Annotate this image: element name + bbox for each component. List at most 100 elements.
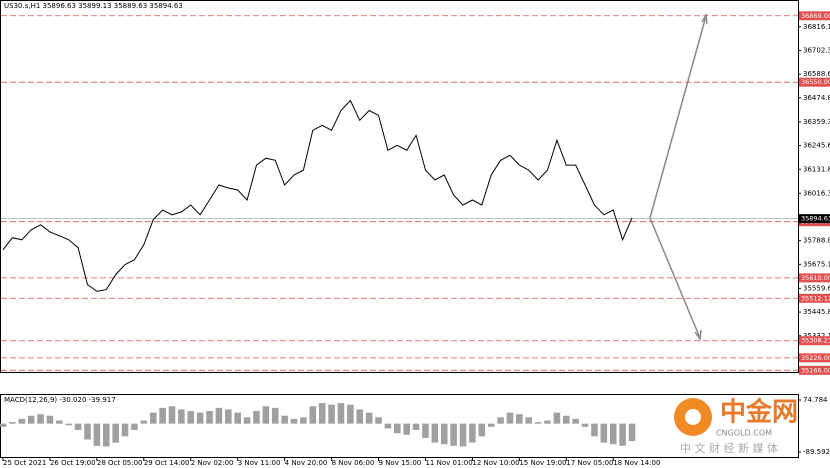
level-label-box — [799, 293, 830, 303]
x-tick-label: 9 Nov 15:00 — [379, 459, 422, 467]
macd-bar — [450, 423, 457, 446]
x-tick-label: 25 Oct 2021 — [3, 459, 46, 467]
macd-bar — [102, 423, 110, 447]
macd-bar — [168, 406, 176, 424]
macd-bar — [506, 412, 514, 424]
x-tick-label: 2 Nov 02:00 — [191, 459, 234, 467]
macd-bar — [159, 407, 166, 424]
macd-bar — [572, 418, 579, 424]
watermark-site: CNGOLD.COM — [716, 429, 772, 438]
y-tick-label: 74.784 — [803, 396, 828, 404]
macd-bar — [206, 411, 213, 424]
macd-bar — [412, 423, 420, 430]
y-tick-label: -89.592 — [803, 448, 830, 456]
y-tick-label: 35675.10 — [803, 260, 830, 268]
level-label: 36550.00 — [801, 78, 830, 86]
macd-bar — [290, 418, 298, 424]
macd-bar — [591, 423, 598, 437]
y-tick-label: 36359.35 — [803, 118, 830, 126]
chart-title: US30.s,H1 35896.63 35899.13 35889.63 358… — [4, 2, 183, 10]
y-tick-label: 36702.35 — [803, 46, 830, 54]
level-label: 35166.00 — [801, 366, 830, 374]
y-tick-label: 36245.60 — [803, 142, 830, 150]
macd-bar — [271, 407, 279, 424]
watermark-tagline: 中 文 财 经 新 媒 体 — [680, 441, 778, 455]
level-label-box — [799, 11, 830, 21]
macd-bar — [356, 409, 364, 424]
macd-bar — [609, 423, 617, 445]
macd-bar — [365, 412, 373, 424]
x-tick-label: 17 Nov 05:00 — [566, 459, 613, 467]
macd-bar — [27, 415, 35, 424]
macd-bar — [37, 414, 44, 424]
macd-bar — [131, 423, 138, 430]
macd-bar — [497, 417, 504, 424]
macd-bar — [375, 417, 382, 424]
macd-bar — [46, 415, 54, 424]
price-line — [2, 99, 633, 292]
y-tick-label: 36016.35 — [803, 189, 830, 197]
macd-bar — [562, 415, 570, 424]
macd-bar — [422, 423, 429, 438]
current-price-label: 35894.63 — [801, 215, 830, 223]
watermark-logo-center — [685, 409, 701, 425]
macd-bar — [487, 423, 495, 427]
y-tick-label: 36474.85 — [803, 94, 830, 102]
y-tick-label: 35445.85 — [803, 308, 830, 316]
macd-bar — [0, 423, 7, 427]
macd-bar — [544, 420, 551, 424]
y-tick-label: 36131.85 — [803, 165, 830, 173]
level-label-box — [799, 336, 830, 346]
macd-bar — [394, 423, 401, 434]
macd-bar — [196, 412, 204, 424]
macd-bar — [253, 411, 260, 424]
macd-bar — [525, 417, 533, 424]
y-tick-label: 35788.85 — [803, 237, 830, 245]
y-tick-label: 36816.10 — [803, 23, 830, 31]
x-tick-label: 3 Nov 11:00 — [238, 459, 281, 467]
x-tick-label: 28 Oct 05:00 — [97, 459, 143, 467]
macd-bar — [337, 403, 345, 424]
macd-bar — [600, 423, 608, 443]
current-price-box — [799, 214, 830, 224]
level-label: 35512.12 — [801, 294, 830, 302]
macd-bar — [300, 417, 307, 424]
macd-bar — [234, 412, 241, 424]
macd-bar — [318, 403, 326, 424]
watermark-name: 中金网 — [720, 397, 798, 428]
level-label-box — [799, 77, 830, 87]
x-tick-label: 26 Oct 19:00 — [50, 459, 96, 467]
macd-bar — [469, 423, 476, 443]
x-tick-label: 4 Nov 20:00 — [285, 459, 328, 467]
x-tick-label: 12 Nov 10:00 — [472, 459, 519, 467]
macd-bar — [403, 423, 410, 435]
macd-bar — [187, 411, 195, 424]
level-label-box — [799, 353, 830, 363]
macd-bar — [243, 417, 251, 424]
projection-arrows — [649, 12, 708, 342]
macd-bar — [56, 420, 63, 424]
macd-bar — [18, 418, 26, 424]
macd-title: MACD(12,26,9) -30.020 -39.917 — [4, 396, 116, 404]
level-label-box — [799, 273, 830, 283]
level-label: 35226.00 — [801, 354, 830, 362]
level-label: 35308.23 — [801, 337, 830, 345]
macd-bar — [628, 423, 636, 442]
macd-bar — [9, 422, 16, 424]
macd-bar — [178, 409, 185, 424]
macd-bar — [516, 414, 523, 424]
macd-bar — [581, 423, 589, 427]
main-panel — [0, 0, 799, 373]
macd-bar — [121, 423, 129, 437]
y-tick-label: 35559.60 — [803, 284, 830, 292]
macd-bar — [281, 415, 288, 424]
macd-bar — [534, 422, 542, 424]
macd-bar — [347, 404, 354, 424]
level-label: 36869.00 — [801, 12, 830, 20]
macd-bar — [140, 420, 148, 424]
level-label-box — [799, 365, 830, 375]
macd-bar — [553, 412, 561, 424]
macd-bar — [328, 404, 335, 424]
macd-bar — [478, 423, 486, 437]
